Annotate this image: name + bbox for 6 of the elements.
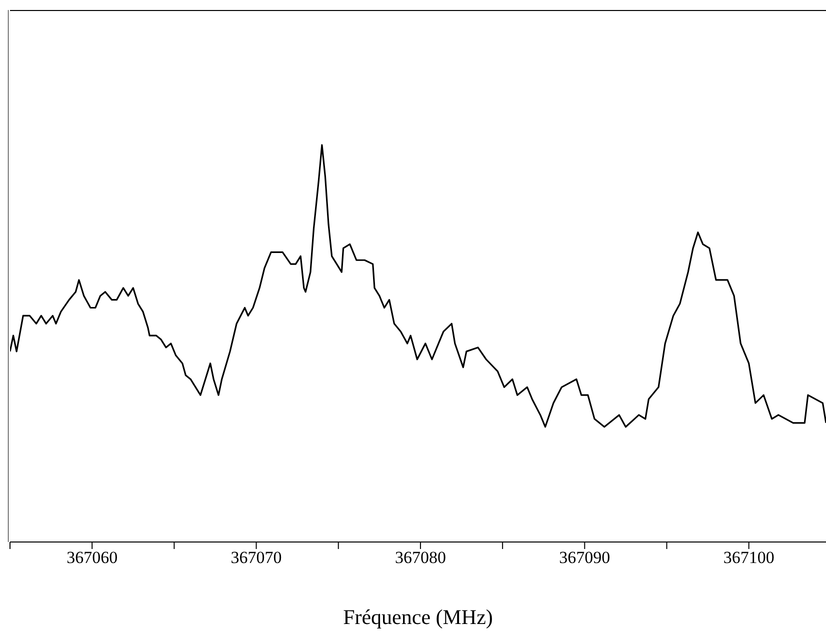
x-tick-label: 367070 [230, 548, 282, 568]
x-axis-title: Fréquence (MHz) [343, 605, 493, 629]
x-tick-label: 367060 [66, 548, 118, 568]
x-tick-label: 367090 [559, 548, 610, 568]
x-tick-label: 367100 [723, 548, 774, 568]
x-tick-label: 367080 [394, 548, 446, 568]
